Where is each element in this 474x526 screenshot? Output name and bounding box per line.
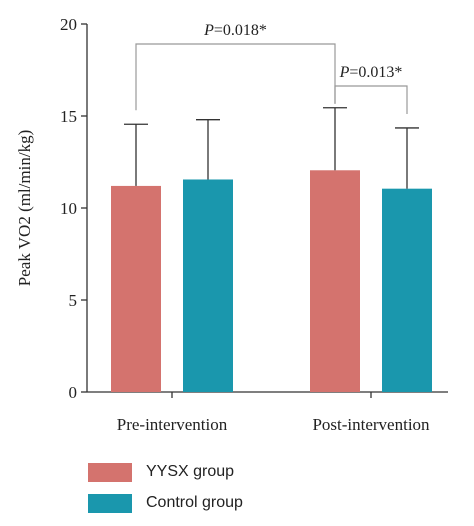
bar-control-post [382, 188, 432, 392]
x-tick-label: Post-intervention [312, 415, 430, 434]
bar-chart: 0 5 10 15 20 Pre-intervention Post-interventi… [15, 15, 448, 434]
bars [111, 170, 432, 392]
legend-item-yysx: YYSX group [88, 458, 243, 486]
bar-control-pre [183, 179, 233, 392]
legend-swatch-control [88, 493, 132, 513]
x-tick-label: Pre-intervention [117, 415, 228, 434]
significance-annotations: P=0.018* P=0.013* [135, 22, 408, 114]
x-axis: Pre-intervention Post-intervention [87, 391, 448, 434]
y-tick-label: 10 [60, 199, 77, 218]
legend-label-yysx: YYSX group [146, 463, 235, 480]
legend-item-control: Control group [88, 489, 243, 517]
significance-yysx-label: P=0.018* [203, 22, 267, 39]
error-bars [124, 107, 419, 189]
y-tick-label: 5 [69, 291, 78, 310]
significance-post-bracket [334, 85, 408, 114]
bar-yysx-pre [111, 185, 161, 392]
bar-yysx-post [310, 170, 360, 392]
y-tick-label: 0 [69, 383, 78, 402]
significance-post-label: P=0.013* [339, 64, 403, 81]
y-tick-label: 20 [60, 15, 77, 34]
legend-label-control: Control group [146, 494, 243, 511]
significance-yysx-bracket [135, 43, 336, 111]
legend: YYSX group Control group [88, 458, 243, 520]
y-tick-label: 15 [60, 107, 77, 126]
y-axis-label: Peak VO2 (ml/min/kg) [15, 130, 34, 286]
y-axis: 0 5 10 15 20 [60, 15, 88, 402]
legend-swatch-yysx [88, 462, 132, 482]
